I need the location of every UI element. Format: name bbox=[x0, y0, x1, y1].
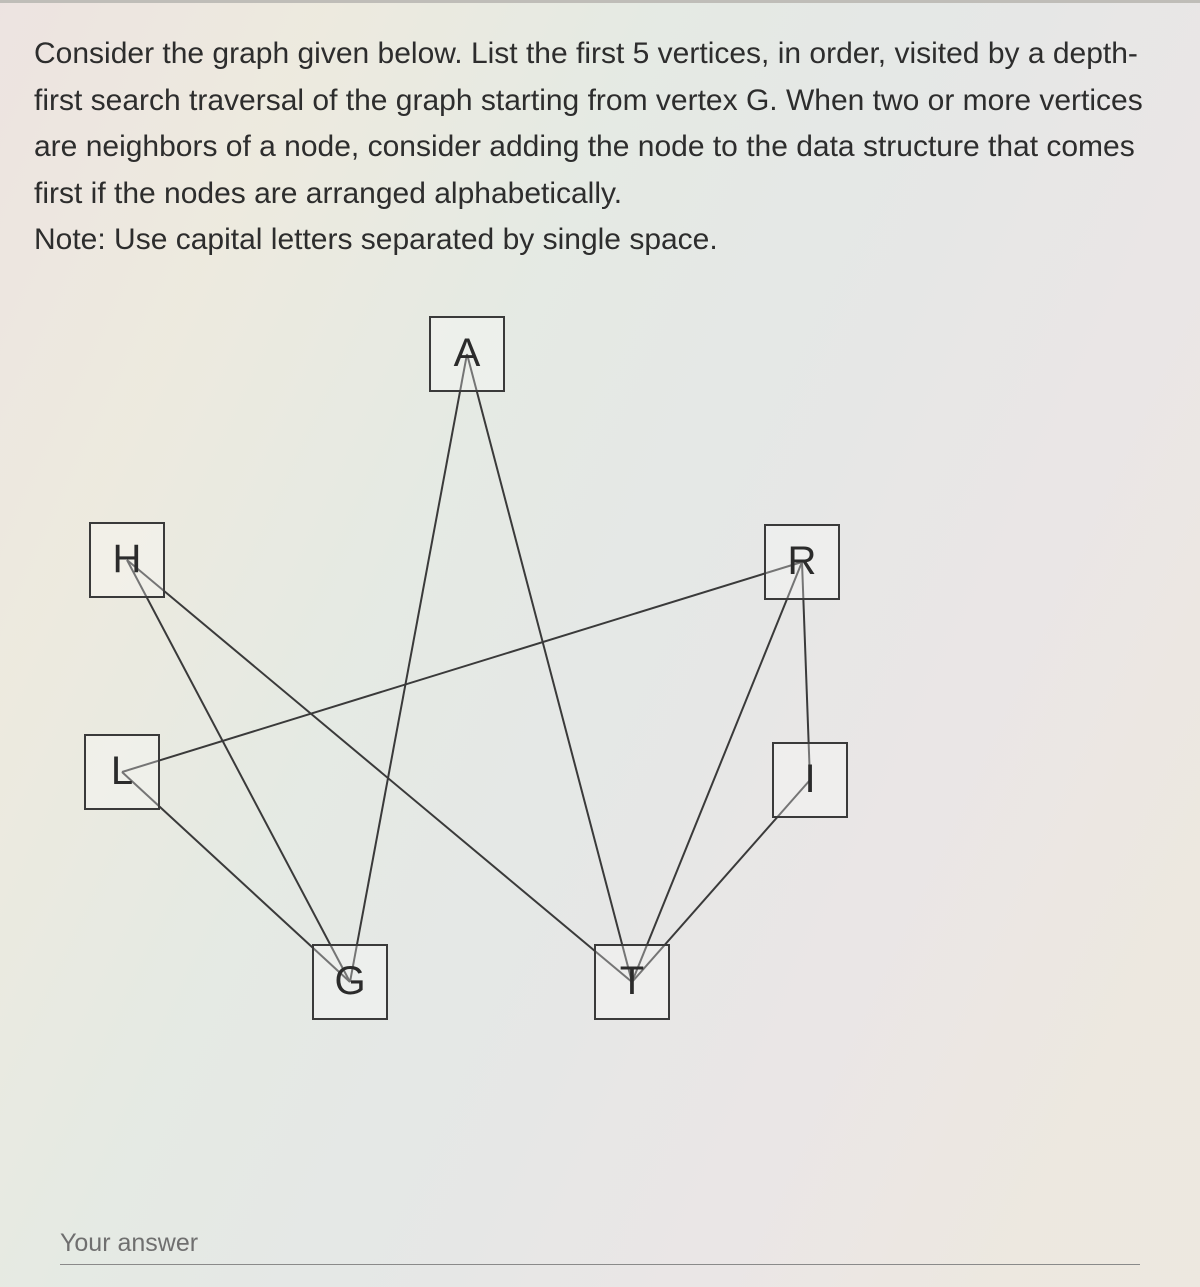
node-H: H bbox=[89, 522, 165, 598]
node-L: L bbox=[84, 734, 160, 810]
answer-underline bbox=[60, 1264, 1140, 1265]
answer-field[interactable]: Your answer bbox=[60, 1229, 1140, 1265]
graph-diagram: A H R L I G T bbox=[34, 304, 1166, 1084]
answer-placeholder: Your answer bbox=[60, 1229, 1140, 1258]
edge-L-R bbox=[122, 562, 802, 772]
question-text: Consider the graph given below. List the… bbox=[0, 3, 1200, 274]
node-T: T bbox=[594, 944, 670, 1020]
edge-A-T bbox=[467, 354, 632, 982]
question-body: Consider the graph given below. List the… bbox=[34, 37, 1143, 210]
question-card: Consider the graph given below. List the… bbox=[0, 0, 1200, 1287]
question-note: Note: Use capital letters separated by s… bbox=[34, 223, 718, 256]
node-A: A bbox=[429, 316, 505, 392]
edge-A-G bbox=[350, 354, 467, 982]
node-R: R bbox=[764, 524, 840, 600]
edge-H-T bbox=[127, 560, 632, 982]
node-I: I bbox=[772, 742, 848, 818]
node-G: G bbox=[312, 944, 388, 1020]
edge-H-G bbox=[127, 560, 350, 982]
